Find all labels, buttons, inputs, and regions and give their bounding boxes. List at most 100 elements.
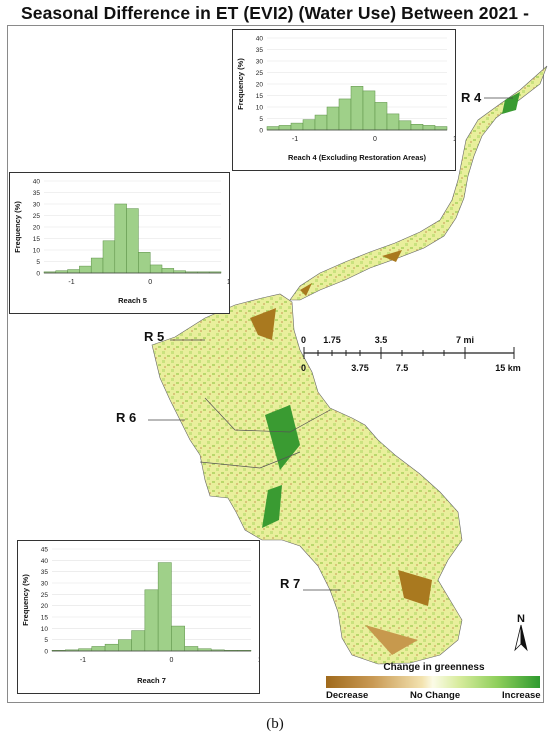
- y-tick-label: 35: [41, 569, 49, 576]
- histogram-bar: [386, 113, 400, 131]
- histogram-bar: [410, 124, 424, 131]
- river-corridor-reach-4: [289, 65, 548, 301]
- y-tick-label: 30: [33, 202, 41, 209]
- y-tick-label: 25: [41, 592, 49, 599]
- x-tick-label: 0: [169, 657, 173, 664]
- x-tick-label: 1: [258, 657, 259, 664]
- histogram-bar: [290, 122, 304, 131]
- scale-km-1: 3.75: [351, 363, 369, 373]
- scale-km-0: 0: [301, 363, 306, 373]
- scale-bar: 0 1.75 3.5 7 mi 0 3.75 7.5 15 km: [301, 335, 521, 373]
- y-tick-label: 40: [33, 179, 41, 186]
- histogram-inset-reach-4: 0 5 10 15 20 25 30 35 40 -1 0 1 Reach 4 (Excluding R…: [232, 29, 456, 171]
- y-tick-label: 40: [41, 558, 49, 565]
- x-tick-label: 1: [453, 136, 455, 143]
- histogram-bar: [157, 562, 172, 652]
- scale-km-2: 7.5: [396, 363, 409, 373]
- histogram-bar: [126, 208, 139, 274]
- x-axis-label: Reach 4 (Excluding Restoration Areas): [288, 153, 427, 162]
- y-tick-label: 5: [44, 637, 48, 644]
- y-tick-label: 10: [41, 626, 49, 633]
- reach-label-r4: R 4: [461, 90, 482, 105]
- histogram-inset-reach-7: 0 5 10 15 20 25 30 35 40 45 -1 0 1 Reach 7 Frequency (…: [17, 540, 260, 694]
- y-tick-label: 35: [33, 190, 41, 197]
- y-tick-label: 35: [256, 47, 264, 54]
- legend-label-increase: Increase: [502, 690, 541, 701]
- histogram-bar: [422, 125, 436, 131]
- legend-title: Change in greenness: [383, 662, 485, 673]
- histogram-bar: [184, 646, 199, 652]
- x-tick-label: -1: [68, 279, 74, 286]
- reach-label-r6: R 6: [116, 410, 137, 425]
- histogram-bar: [90, 257, 104, 274]
- histogram-bar: [374, 102, 388, 131]
- x-tick-label: -1: [292, 136, 298, 143]
- y-axis-label: Frequency (%): [13, 201, 22, 253]
- y-tick-label: 15: [256, 93, 264, 100]
- y-tick-label: 30: [41, 581, 49, 588]
- y-tick-label: 0: [44, 649, 48, 656]
- histogram-bar: [362, 90, 376, 131]
- reach-label-r5: R 5: [144, 329, 165, 344]
- y-tick-label: 10: [33, 248, 41, 255]
- histogram-bar: [104, 643, 119, 652]
- figure-caption: (b): [266, 716, 284, 732]
- histogram-bar: [149, 264, 163, 274]
- north-arrow-icon: N: [514, 613, 528, 652]
- histogram-bar: [326, 106, 340, 131]
- legend-color-ramp: [326, 676, 540, 688]
- y-axis-label: Frequency (%): [236, 58, 245, 110]
- histogram-bar: [144, 589, 159, 652]
- histogram-bar: [266, 126, 280, 131]
- histogram-bar: [398, 120, 412, 131]
- x-tick-label: -1: [80, 657, 86, 664]
- histogram-bar: [434, 126, 448, 131]
- y-axis-label: Frequency (%): [21, 574, 30, 626]
- histogram-bar: [91, 646, 106, 652]
- scale-km-3: 15 km: [495, 363, 521, 373]
- histogram-bar: [79, 265, 92, 274]
- histogram-inset-reach-5: 0 5 10 15 20 25 30 35 40 -1 0 1 Reach 5 Frequency (%): [9, 172, 230, 314]
- north-arrow-label: N: [517, 613, 525, 625]
- histogram-bar: [161, 268, 175, 274]
- histogram-reach-4: 0 5 10 15 20 25 30 35 40 -1 0 1 Reach 4 (Excluding R…: [236, 36, 455, 163]
- y-tick-label: 25: [33, 213, 41, 220]
- y-tick-label: 20: [33, 225, 41, 232]
- histogram-bar: [67, 269, 80, 274]
- histogram-bar: [131, 630, 146, 652]
- y-tick-label: 0: [36, 271, 40, 278]
- scale-mi-1: 1.75: [323, 335, 341, 345]
- y-tick-label: 25: [256, 70, 264, 77]
- legend-label-no-change: No Change: [410, 690, 461, 701]
- histogram-bar: [338, 98, 352, 131]
- y-tick-label: 30: [256, 59, 264, 66]
- y-tick-label: 40: [256, 36, 264, 43]
- histogram-bar: [350, 86, 364, 131]
- x-tick-label: 0: [373, 136, 377, 143]
- histogram-reach-5: 0 5 10 15 20 25 30 35 40 -1 0 1 Reach 5 Frequency (%): [13, 179, 229, 306]
- x-tick-label: 0: [148, 279, 152, 286]
- histogram-bar: [114, 203, 127, 274]
- reach-label-r7: R 7: [280, 576, 301, 591]
- x-axis-label: Reach 7: [137, 676, 166, 685]
- y-tick-label: 10: [256, 105, 264, 112]
- y-tick-label: 15: [41, 615, 49, 622]
- histogram-bar: [118, 639, 132, 652]
- y-tick-label: 0: [259, 128, 263, 135]
- x-tick-label: 1: [227, 279, 229, 286]
- scale-mi-0: 0: [301, 335, 306, 345]
- histogram-bar: [102, 240, 116, 274]
- river-basin-reaches-5-7: [151, 293, 463, 665]
- y-tick-label: 5: [259, 116, 263, 123]
- x-axis-label: Reach 5: [118, 296, 147, 305]
- y-tick-label: 45: [41, 547, 49, 554]
- histogram-bar: [278, 125, 292, 131]
- y-tick-label: 15: [33, 236, 41, 243]
- histogram-bar: [302, 119, 316, 131]
- histogram-reach-7: 0 5 10 15 20 25 30 35 40 45 -1 0 1 Reach 7 Frequency (…: [21, 547, 259, 686]
- scale-mi-2: 3.5: [375, 335, 388, 345]
- scale-mi-3: 7 mi: [456, 335, 474, 345]
- y-tick-label: 5: [36, 259, 40, 266]
- histogram-bar: [314, 114, 328, 131]
